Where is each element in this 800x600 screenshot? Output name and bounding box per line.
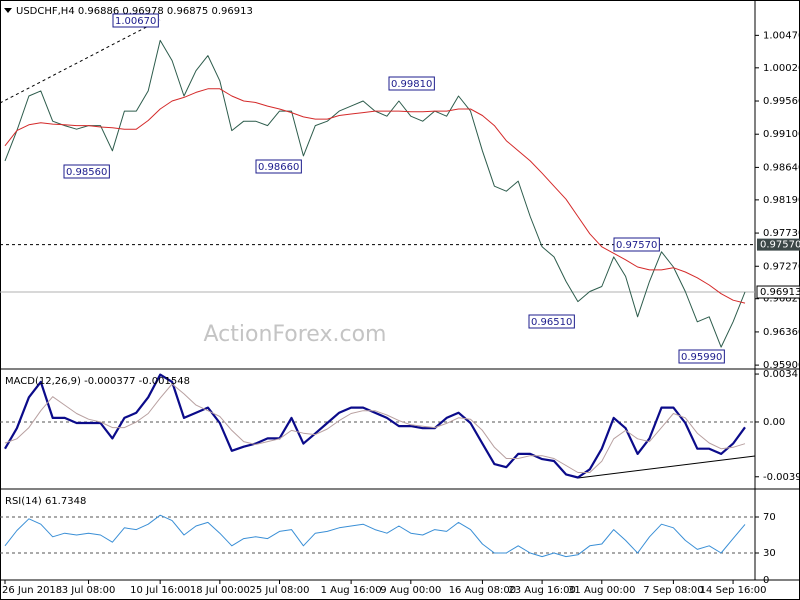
price-label-box xyxy=(756,285,800,299)
y-tick-label: 0.00 xyxy=(763,417,785,428)
x-tick-label: 16 Aug 08:00 xyxy=(449,585,516,596)
x-tick-label: 1 Aug 16:00 xyxy=(321,585,382,596)
price-label-box xyxy=(757,238,800,251)
y-tick-label: 30 xyxy=(763,548,776,559)
y-tick-label: 1.00470 xyxy=(763,30,800,41)
annotation-label: 0.95990 xyxy=(681,352,722,363)
annotation-box xyxy=(528,314,575,329)
annotation-label: 1.00670 xyxy=(115,16,156,27)
series-line xyxy=(4,514,746,558)
x-tick-label: 18 Jul 00:00 xyxy=(190,585,250,596)
watermark: ActionForex.com xyxy=(204,322,387,347)
y-tick-label: 0.003412 xyxy=(763,369,800,380)
x-tick-label: 31 Aug 00:00 xyxy=(568,585,635,596)
x-tick-label: 14 Sep 16:00 xyxy=(700,585,767,596)
annotation-box xyxy=(255,159,302,174)
x-tick-label: 10 Jul 16:00 xyxy=(130,585,190,596)
x-tick-label: 23 Aug 16:00 xyxy=(508,585,575,596)
x-tick-label: 7 Sep 08:00 xyxy=(643,585,703,596)
annotation-box xyxy=(613,237,660,252)
x-tick-label: 25 Jul 08:00 xyxy=(250,585,310,596)
x-tick-label: 9 Aug 00:00 xyxy=(380,585,441,596)
annotation-box xyxy=(388,76,435,91)
price-label: 0.96913 xyxy=(760,287,800,298)
panel-title: MACD(12,26,9) -0.000377 -0.001548 xyxy=(5,376,190,387)
annotation-label: 0.96510 xyxy=(531,317,572,328)
symbol-icon xyxy=(4,8,12,13)
series-line xyxy=(4,88,746,304)
y-tick-label: 0 xyxy=(763,575,769,586)
series-line xyxy=(4,383,746,473)
annotation-label: 0.98560 xyxy=(66,167,107,178)
panel-title: USDCHF,H4 0.96886 0.96978 0.96875 0.9691… xyxy=(16,6,253,17)
price-label: 0.97570 xyxy=(760,240,800,251)
annotation-label: 0.97570 xyxy=(616,240,657,251)
y-tick-label: -0.0039 xyxy=(763,472,800,483)
macd-trend-line xyxy=(577,455,756,479)
annotation-label: 0.98660 xyxy=(258,162,299,173)
annotation-box xyxy=(678,349,725,364)
trend-line xyxy=(0,19,161,104)
y-tick-label: 70 xyxy=(763,512,776,523)
annotation-label: 0.99810 xyxy=(391,79,432,90)
x-tick-label: 3 Jul 08:00 xyxy=(62,585,116,596)
annotation-box xyxy=(63,164,110,179)
series-line xyxy=(4,373,746,479)
panel-title: RSI(14) 61.7348 xyxy=(5,496,86,507)
x-tick-label: 26 Jun 2018 xyxy=(2,585,62,596)
annotation-box xyxy=(112,13,159,28)
